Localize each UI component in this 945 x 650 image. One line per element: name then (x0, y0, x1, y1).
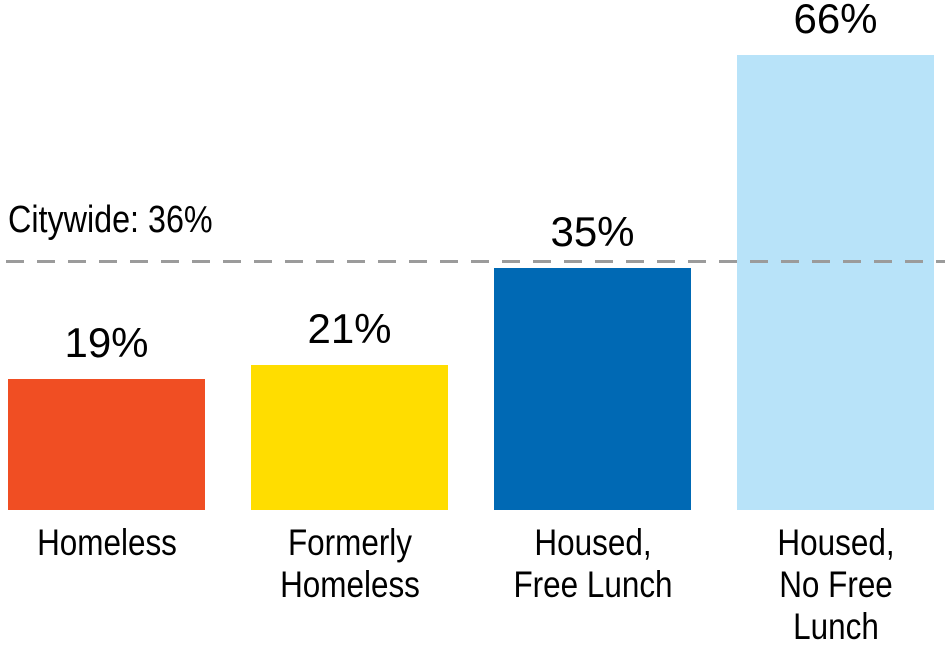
bar-category-label: Homeless (0, 522, 217, 564)
bar-category-label-line: Homeless (279, 564, 420, 605)
bar-formerly-homeless (251, 365, 448, 510)
bar-category-label: Formerly Homeless (239, 522, 460, 606)
bar-housed-no-free-lunch (737, 55, 934, 510)
bar-category-label-line: Free Lunch (512, 564, 673, 605)
bar-homeless (8, 379, 205, 510)
bar-value-label: 66% (793, 0, 878, 42)
bar-category-label: Housed, Free Lunch (482, 522, 703, 606)
bar-value-label: 19% (64, 319, 149, 366)
citywide-reference-label: Citywide: 36% (8, 199, 213, 241)
bar-value-label: 35% (550, 208, 635, 255)
bar-category-label-line: Housed, (533, 522, 652, 563)
bar-category-label-line: Lunch (792, 606, 879, 647)
bar-category-label-line: No Free (778, 564, 893, 605)
bar-category-label-line: Housed, (776, 522, 895, 563)
bar-housed-free-lunch (494, 268, 691, 510)
bar-category-label-line: Formerly (287, 522, 412, 563)
citywide-reference-line (6, 260, 945, 263)
bar-value-label: 21% (307, 305, 392, 352)
bar-category-label-line: Homeless (36, 522, 177, 563)
bar-category-label: Housed, No Free Lunch (725, 522, 945, 648)
